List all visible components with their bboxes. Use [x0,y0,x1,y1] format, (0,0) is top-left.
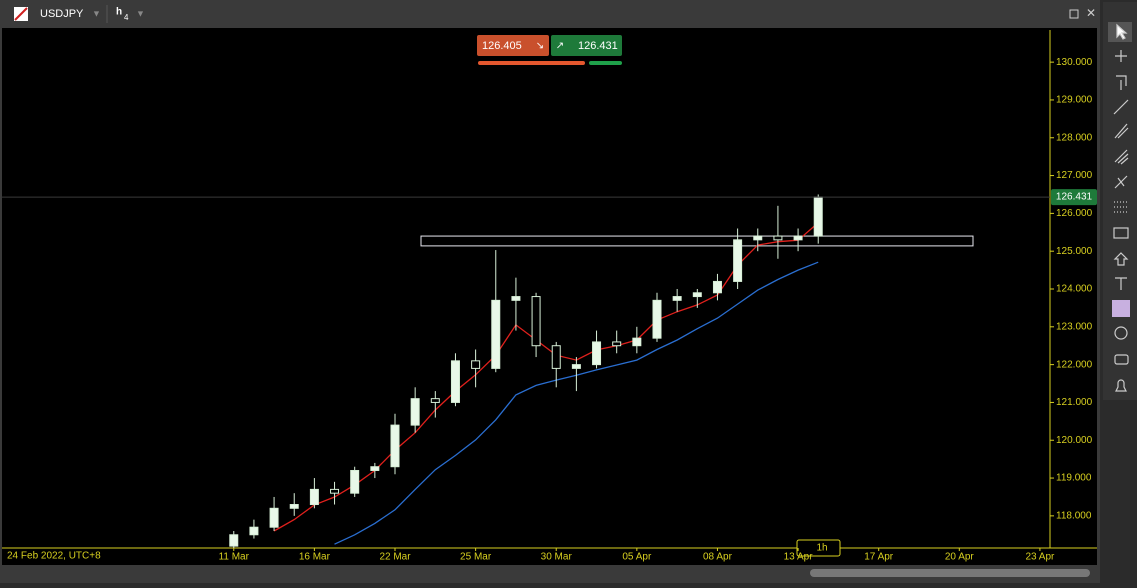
symbol[interactable]: USDJPY [40,8,84,20]
candle-body [733,239,743,282]
sell-arrow: ↘ [536,41,544,52]
candle-body [672,296,682,301]
candle-body [712,280,722,294]
x-tick-label: 23 Apr [1025,552,1055,563]
sell-price: 126.405 [482,40,522,52]
tool-fib[interactable] [1114,149,1129,165]
timeframe[interactable]: h [116,7,122,18]
x-tick-label: 30 Mar [541,552,573,563]
candle-body [471,360,481,369]
buy-button[interactable] [551,35,622,56]
candle-body [592,341,602,366]
x-start-label: 24 Feb 2022, UTC+8 [7,551,101,562]
tool-alert[interactable] [1115,379,1127,392]
plot-background [2,28,1097,565]
candle-body [289,504,299,509]
toolbar [1103,2,1137,400]
candle-body [410,398,420,426]
tool-channel[interactable] [1114,123,1129,139]
y-tick-label: 120.000 [1056,435,1093,446]
zoom-button[interactable] [796,539,841,557]
toolbar-icons [1108,22,1132,392]
sell-button[interactable] [477,35,549,56]
buy-bar [589,61,622,65]
last-price-box [1051,189,1097,206]
tool-rectangle[interactable] [1113,227,1129,239]
y-tick-label: 121.000 [1056,397,1093,408]
candle-body [430,398,440,403]
tool-screenshot[interactable] [1114,354,1129,365]
maximize-button[interactable] [1069,9,1079,19]
zoom-label: 1h [816,543,827,554]
candle-body [269,507,279,528]
y-tick-label: 127.000 [1056,170,1093,181]
moving-average-line [273,222,819,532]
candle-body [652,299,662,339]
x-tick-label: 13 Apr [784,552,814,563]
candle-body [551,345,561,369]
y-tick-label: 124.000 [1056,284,1093,295]
y-tick-label: 126.000 [1056,208,1093,219]
y-tick-label: 125.000 [1056,246,1093,257]
x-tick-label: 16 Mar [299,552,331,563]
timeframe-sub[interactable]: 4 [124,13,129,22]
tool-color[interactable] [1112,300,1130,317]
candle-body [612,341,622,347]
candle-body [773,235,783,241]
candle-body [370,466,380,471]
x-tick-label: 11 Mar [219,552,250,563]
x-tick-label: 05 Apr [622,552,652,563]
tool-line[interactable] [1113,99,1129,115]
buy-arrow: ↗ [556,41,564,52]
y-tick-label: 128.000 [1056,132,1093,143]
scrollbar-thumb[interactable] [810,569,1090,577]
x-tick-label: 22 Mar [379,552,411,563]
tool-text[interactable] [1115,277,1127,290]
candle-body [571,364,581,369]
tool-pointer[interactable] [1116,23,1128,40]
y-tick-label: 118.000 [1056,511,1092,522]
symbol-dropdown[interactable]: ▼ [92,8,101,18]
y-tick-label: 129.000 [1056,95,1093,106]
candle-body [330,488,340,494]
y-tick-label: 123.000 [1056,321,1093,332]
symbol-icon-mark [14,7,28,21]
plot-area [229,194,974,548]
candle-body [632,337,642,347]
y-tick-label: 122.000 [1056,359,1093,370]
y-tick-label: 130.000 [1056,57,1093,68]
candle-body [793,235,803,241]
tool-measure[interactable] [1116,75,1127,90]
tool-pitchfork[interactable] [1114,175,1128,189]
candle-body [450,360,460,403]
x-tick-label: 17 Apr [864,552,894,563]
tool-arrow[interactable] [1113,252,1129,266]
close-button[interactable]: ✕ [1086,6,1096,20]
sell-bar [478,61,585,65]
candle-body [390,424,400,468]
tool-thickness[interactable] [1114,326,1128,340]
x-tick-label: 20 Apr [945,552,975,563]
candle-body [309,488,319,506]
x-tick-label: 08 Apr [703,552,733,563]
candle-body [692,292,702,298]
tool-crosshair[interactable] [1115,50,1127,62]
buy-price: 126.431 [578,40,618,52]
price-zone [420,235,974,247]
candle-body [813,196,823,237]
candle-body [350,469,360,494]
x-tick-label: 25 Mar [460,552,492,563]
last-price-label: 126.431 [1056,192,1093,203]
tool-levels[interactable] [1114,201,1128,213]
candle-body [491,299,501,369]
candle-body [531,296,541,347]
y-tick-label: 119.000 [1056,473,1092,484]
timeframe-dropdown[interactable]: ▼ [136,8,145,18]
candle-body [249,526,259,536]
candle-body [753,235,763,241]
candle-body [229,534,239,547]
candle-body [511,296,521,301]
